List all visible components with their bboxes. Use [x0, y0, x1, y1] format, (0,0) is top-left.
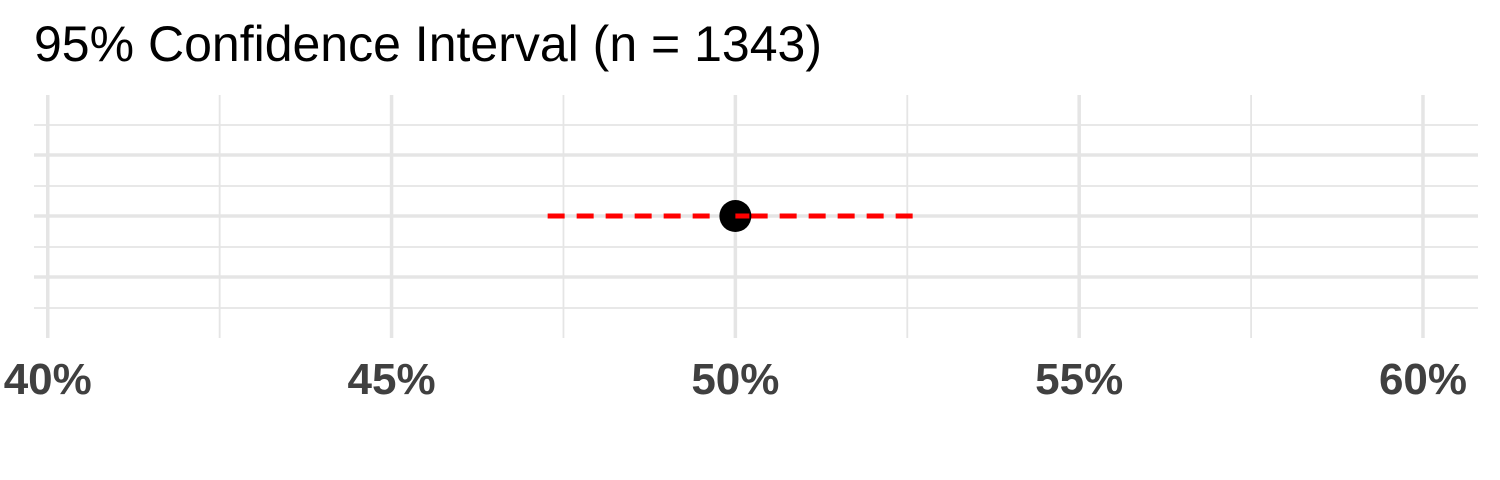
x-tick-label: 50%	[691, 355, 779, 404]
x-tick-label: 40%	[4, 355, 92, 404]
x-tick-label: 55%	[1035, 355, 1123, 404]
x-tick-label: 45%	[348, 355, 436, 404]
x-tick-labels: 40% 45% 50% 55% 60%	[4, 355, 1467, 404]
point-layer	[719, 200, 752, 232]
x-tick-label: 60%	[1379, 355, 1467, 404]
minor-y-gridlines	[34, 124, 1478, 309]
chart-title: 95% Confidence Interval (n = 1343)	[34, 16, 822, 72]
